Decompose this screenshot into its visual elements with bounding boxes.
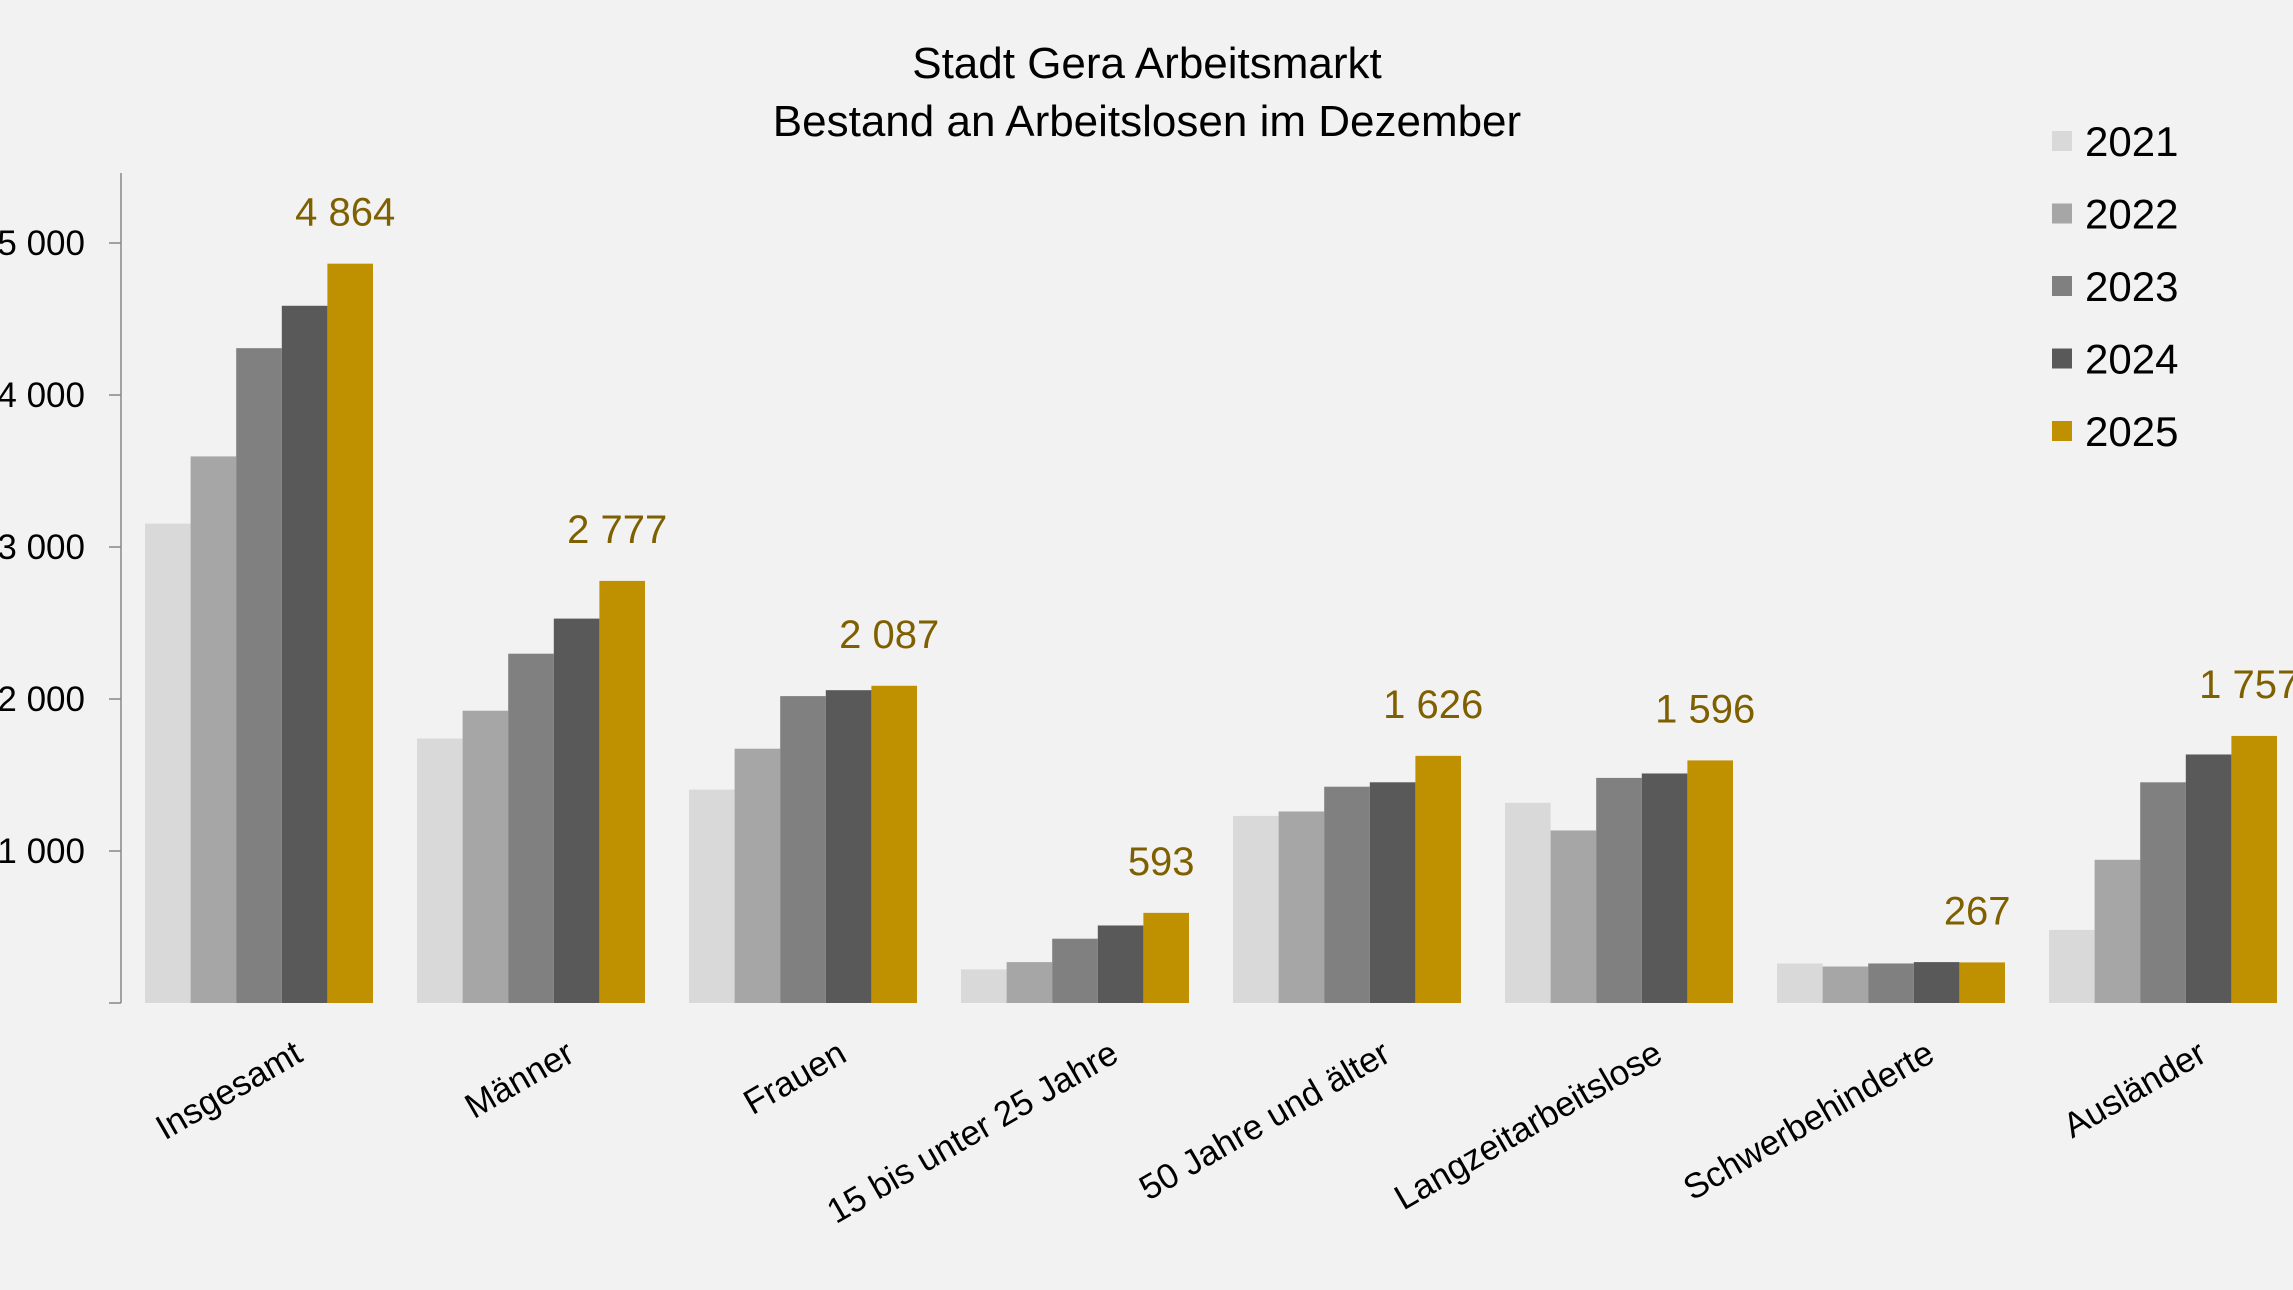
- bar-2025: [1959, 962, 2005, 1003]
- bar-2021: [961, 969, 1007, 1003]
- legend-label: 2025: [2085, 408, 2178, 455]
- bar-2025: [1687, 760, 1733, 1003]
- bar-2025: [1415, 755, 1461, 1003]
- legend-label: 2022: [2085, 191, 2178, 238]
- data-label: 2 087: [839, 613, 939, 657]
- data-label: 267: [1944, 889, 2011, 933]
- legend-label: 2024: [2085, 336, 2178, 383]
- bar-2025: [2231, 735, 2277, 1003]
- bar-2025: [327, 263, 373, 1003]
- legend-swatch-2025: [2052, 421, 2072, 441]
- bar-2022: [1550, 830, 1597, 1003]
- bar-2021: [1777, 963, 1823, 1003]
- bar-2021: [145, 523, 191, 1003]
- bar-2021: [689, 789, 735, 1003]
- bar-2022: [2094, 859, 2141, 1003]
- bar-2024: [1913, 962, 1960, 1003]
- bar-2021: [1505, 802, 1551, 1003]
- bar-2022: [1278, 811, 1325, 1003]
- bar-2024: [2185, 754, 2232, 1003]
- category-label: Insgesamt: [149, 1033, 309, 1148]
- category-label: 15 bis unter 25 Jahre: [820, 1033, 1124, 1231]
- y-tick-label: 3 000: [0, 528, 85, 567]
- y-tick-label: 2 000: [0, 680, 85, 719]
- bar-2022: [734, 748, 781, 1003]
- bars: [145, 263, 2277, 1004]
- bar-2023: [236, 348, 282, 1004]
- bar-2021: [1233, 815, 1279, 1003]
- bar-2022: [1822, 966, 1869, 1003]
- bar-2021: [2049, 929, 2095, 1003]
- bar-2022: [190, 456, 237, 1004]
- data-label: 1 626: [1383, 683, 1483, 727]
- data-label: 593: [1128, 840, 1195, 884]
- y-tick-label: 1 000: [0, 832, 85, 871]
- legend-swatch-2021: [2052, 131, 2072, 151]
- category-label: 50 Jahre und älter: [1133, 1033, 1397, 1208]
- bar-2023: [508, 653, 554, 1003]
- bar-2023: [1596, 777, 1642, 1003]
- y-tick-label: 4 000: [0, 376, 85, 415]
- chart-title: Stadt Gera Arbeitsmarkt: [912, 39, 1382, 88]
- legend-swatch-2023: [2052, 276, 2072, 296]
- data-label: 4 864: [295, 191, 395, 235]
- legend-label: 2021: [2085, 118, 2178, 165]
- bar-2024: [281, 305, 328, 1003]
- category-label: Schwerbehinderte: [1677, 1033, 1941, 1208]
- bar-2023: [1868, 963, 1914, 1003]
- data-labels: 4 864 2 777 2 087 593 1 626 1 596 267 1 757: [295, 191, 2293, 934]
- bar-2025: [871, 685, 917, 1003]
- category-label: Männer: [458, 1033, 581, 1126]
- bar-2024: [1097, 925, 1144, 1003]
- y-tick-label: 5 000: [0, 224, 85, 263]
- chart-subtitle: Bestand an Arbeitslosen im Dezember: [773, 97, 1521, 146]
- bar-2021: [417, 738, 463, 1003]
- data-label: 1 757: [2199, 663, 2293, 707]
- bar-2025: [1143, 912, 1189, 1003]
- data-label: 2 777: [567, 508, 667, 552]
- bar-2023: [780, 696, 826, 1003]
- bar-2024: [825, 690, 872, 1003]
- legend-swatch-2022: [2052, 203, 2072, 224]
- bar-2024: [1369, 782, 1416, 1003]
- legend-label: 2023: [2085, 263, 2178, 310]
- category-label: Ausländer: [2057, 1033, 2213, 1146]
- bar-2023: [1052, 938, 1098, 1003]
- data-label: 1 596: [1655, 687, 1755, 731]
- y-axis: 1 000 2 000 3 000 4 000 5 000: [0, 173, 122, 1004]
- bar-2023: [1324, 786, 1370, 1003]
- category-label: Langzeitarbeitslose: [1388, 1033, 1669, 1218]
- bar-2023: [2140, 782, 2186, 1003]
- legend: 2021 2022 2023 2024 2025: [2052, 118, 2178, 455]
- bar-2024: [1641, 773, 1688, 1003]
- bar-2022: [1006, 962, 1053, 1003]
- legend-swatch-2024: [2052, 348, 2072, 369]
- bar-2024: [553, 618, 600, 1003]
- bar-2025: [599, 580, 645, 1003]
- category-label: Frauen: [737, 1033, 853, 1122]
- bar-2022: [462, 710, 509, 1003]
